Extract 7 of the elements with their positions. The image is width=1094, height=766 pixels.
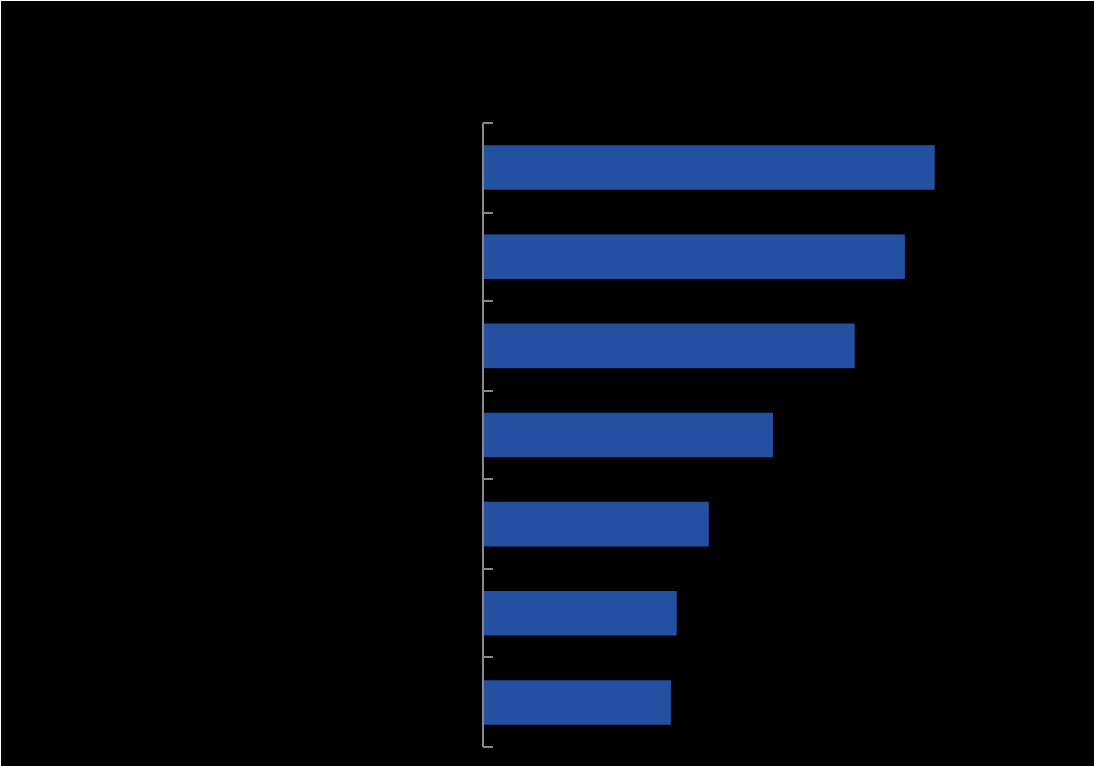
bar: [483, 145, 935, 190]
bar: [483, 234, 905, 279]
bar: [483, 680, 671, 725]
bar: [483, 412, 774, 458]
bar: [483, 323, 855, 369]
bar: [483, 591, 677, 636]
bar: [483, 501, 709, 547]
